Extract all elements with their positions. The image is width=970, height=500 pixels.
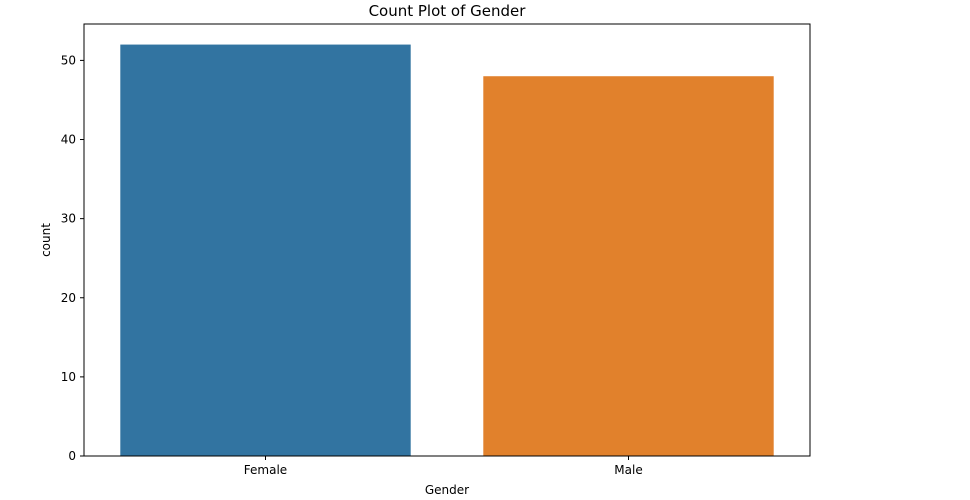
y-tick-label-50: 50 (61, 53, 76, 67)
bars-group (120, 44, 774, 456)
y-axis-label: count (39, 223, 53, 257)
bar-female (120, 44, 411, 456)
x-tick-label-female: Female (244, 463, 287, 477)
bar-male (483, 76, 774, 456)
y-tick-label-30: 30 (61, 212, 76, 226)
plot-frame (83, 23, 811, 457)
x-tick-label-male: Male (614, 463, 642, 477)
plot-area: 0 10 20 30 40 50 Female Male (61, 23, 811, 477)
y-tick-label-10: 10 (61, 370, 76, 384)
y-tick-label-0: 0 (68, 449, 76, 463)
y-tick-label-20: 20 (61, 291, 76, 305)
x-axis-label: Gender (425, 483, 469, 497)
chart-title: Count Plot of Gender (369, 2, 527, 20)
y-axis-ticks: 0 10 20 30 40 50 (61, 53, 84, 463)
x-axis-ticks: Female Male (244, 456, 643, 477)
y-tick-label-40: 40 (61, 133, 76, 147)
